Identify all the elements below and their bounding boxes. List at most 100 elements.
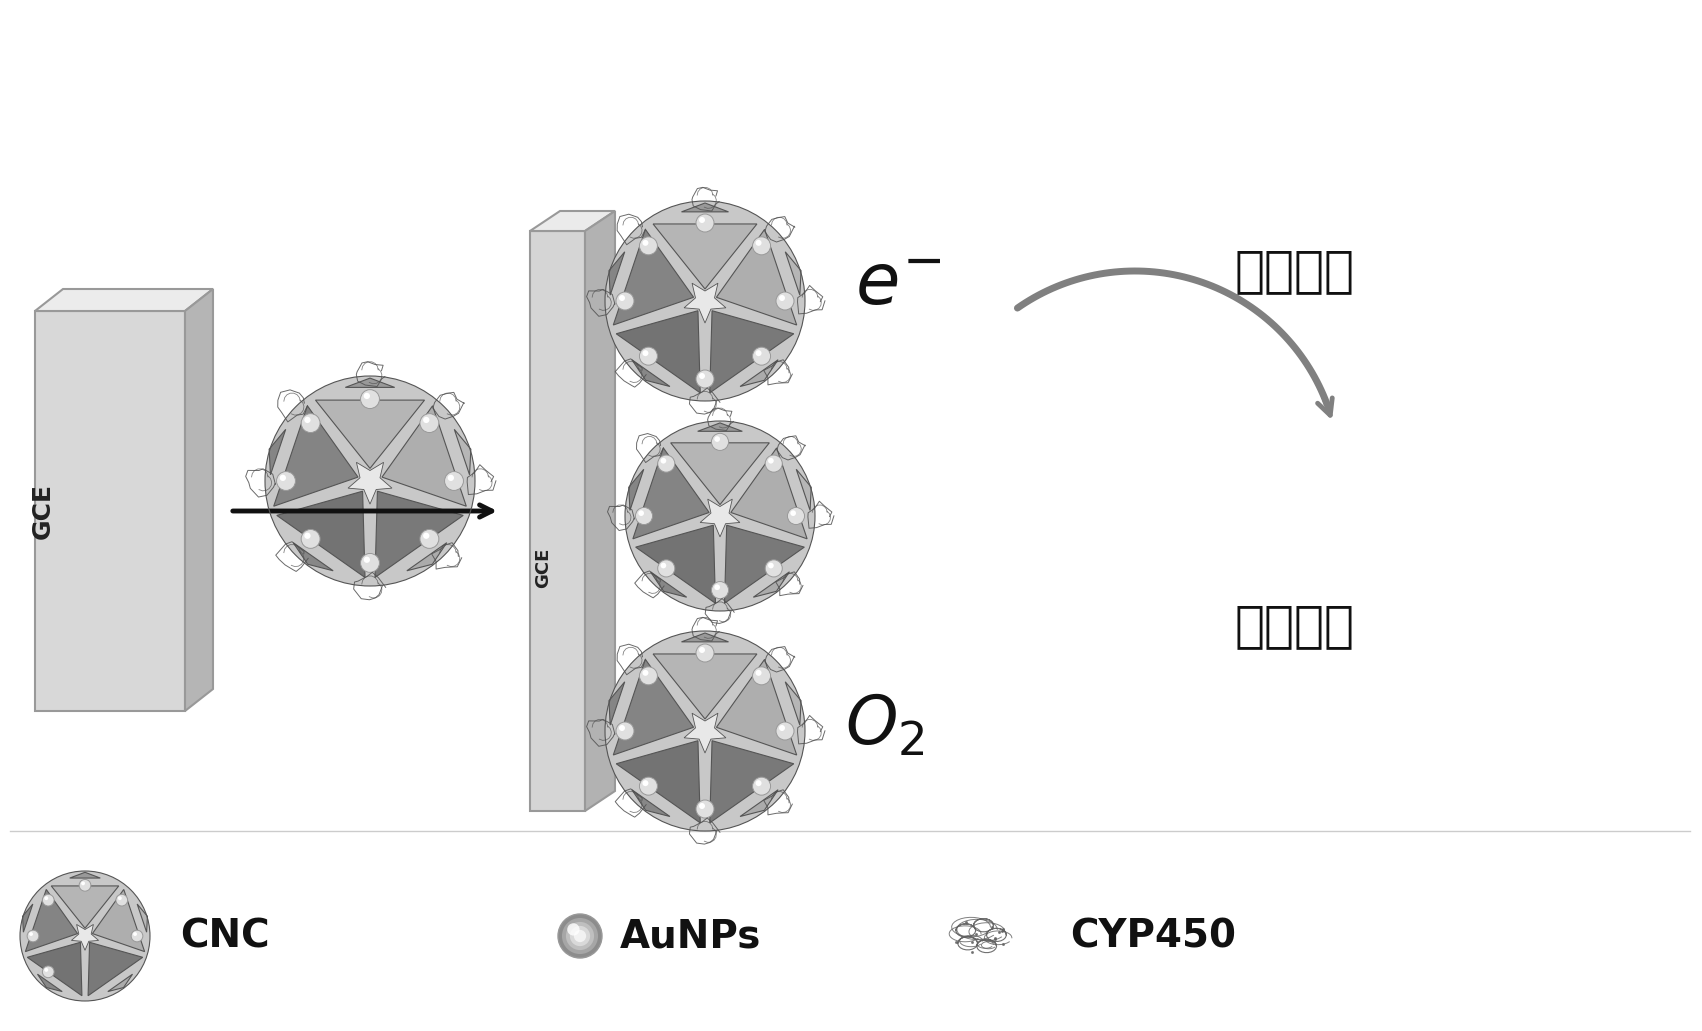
Circle shape xyxy=(696,800,715,818)
Polygon shape xyxy=(37,974,63,992)
Circle shape xyxy=(620,295,625,301)
Polygon shape xyxy=(70,872,100,878)
Circle shape xyxy=(700,217,705,223)
Polygon shape xyxy=(684,284,727,323)
Circle shape xyxy=(43,894,54,906)
Circle shape xyxy=(616,292,635,310)
Circle shape xyxy=(420,530,439,548)
Circle shape xyxy=(301,413,320,433)
Polygon shape xyxy=(138,904,148,932)
Circle shape xyxy=(766,560,783,577)
Polygon shape xyxy=(51,886,119,928)
Circle shape xyxy=(638,510,643,516)
Polygon shape xyxy=(107,974,133,992)
Circle shape xyxy=(640,347,657,365)
Polygon shape xyxy=(186,289,213,711)
Circle shape xyxy=(620,725,625,731)
Circle shape xyxy=(604,201,805,401)
Text: 代谢产物: 代谢产物 xyxy=(1236,602,1355,650)
Circle shape xyxy=(642,351,648,356)
Circle shape xyxy=(20,871,150,1001)
Polygon shape xyxy=(609,252,625,295)
Polygon shape xyxy=(633,447,710,539)
Circle shape xyxy=(361,554,380,572)
Circle shape xyxy=(133,932,136,936)
Polygon shape xyxy=(27,942,82,996)
Text: AuNPs: AuNPs xyxy=(620,917,761,955)
Circle shape xyxy=(660,563,665,568)
Polygon shape xyxy=(730,447,807,539)
Polygon shape xyxy=(681,203,728,211)
Circle shape xyxy=(116,894,128,906)
Circle shape xyxy=(558,914,603,958)
Polygon shape xyxy=(381,406,466,506)
Circle shape xyxy=(29,932,32,936)
Circle shape xyxy=(780,295,785,301)
Circle shape xyxy=(635,507,652,525)
Polygon shape xyxy=(269,429,286,475)
Circle shape xyxy=(444,471,463,491)
Circle shape xyxy=(276,471,296,491)
Text: $O_2$: $O_2$ xyxy=(844,693,924,759)
Polygon shape xyxy=(26,890,78,952)
Polygon shape xyxy=(71,925,99,951)
Polygon shape xyxy=(529,211,614,231)
Polygon shape xyxy=(277,491,364,577)
Polygon shape xyxy=(274,406,357,506)
Polygon shape xyxy=(717,660,797,755)
Text: GCE: GCE xyxy=(534,547,551,588)
Circle shape xyxy=(715,585,720,590)
Polygon shape xyxy=(616,310,700,393)
Circle shape xyxy=(657,560,674,577)
Circle shape xyxy=(562,918,597,954)
Polygon shape xyxy=(797,469,812,510)
Polygon shape xyxy=(710,310,793,393)
Polygon shape xyxy=(700,499,740,537)
Polygon shape xyxy=(635,525,715,603)
Polygon shape xyxy=(454,429,471,475)
Polygon shape xyxy=(613,660,694,755)
Circle shape xyxy=(790,510,797,516)
Polygon shape xyxy=(374,491,463,577)
Circle shape xyxy=(640,777,657,795)
Polygon shape xyxy=(585,211,614,811)
Circle shape xyxy=(788,507,805,525)
Circle shape xyxy=(640,667,657,685)
Circle shape xyxy=(567,922,594,951)
Polygon shape xyxy=(613,229,694,325)
Polygon shape xyxy=(92,890,145,952)
Polygon shape xyxy=(725,525,805,603)
Circle shape xyxy=(776,292,795,310)
Polygon shape xyxy=(698,423,742,431)
Text: $e^{-}$: $e^{-}$ xyxy=(854,252,941,321)
Circle shape xyxy=(642,670,648,676)
Circle shape xyxy=(27,930,39,942)
Polygon shape xyxy=(529,231,585,811)
Polygon shape xyxy=(346,378,395,388)
Circle shape xyxy=(424,417,429,423)
Circle shape xyxy=(752,667,771,685)
Circle shape xyxy=(756,780,761,787)
Circle shape xyxy=(752,237,771,255)
Polygon shape xyxy=(628,469,643,510)
Text: 目标底物: 目标底物 xyxy=(1236,247,1355,295)
Text: CNC: CNC xyxy=(180,917,269,955)
Circle shape xyxy=(642,780,648,787)
Polygon shape xyxy=(407,542,446,571)
Circle shape xyxy=(117,896,123,900)
Polygon shape xyxy=(89,942,143,996)
Circle shape xyxy=(616,722,635,740)
Circle shape xyxy=(756,351,761,356)
Circle shape xyxy=(696,644,715,662)
Circle shape xyxy=(776,722,795,740)
Circle shape xyxy=(44,896,48,900)
Polygon shape xyxy=(717,229,797,325)
Circle shape xyxy=(420,413,439,433)
Polygon shape xyxy=(681,633,728,642)
Circle shape xyxy=(574,930,585,942)
Circle shape xyxy=(711,581,728,599)
Polygon shape xyxy=(650,572,686,597)
Circle shape xyxy=(43,966,54,977)
Circle shape xyxy=(570,926,591,946)
Circle shape xyxy=(364,393,369,399)
